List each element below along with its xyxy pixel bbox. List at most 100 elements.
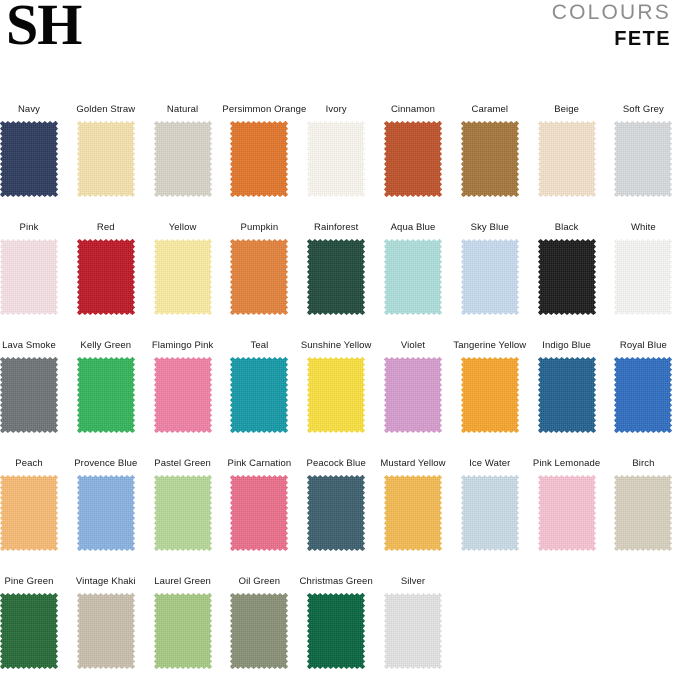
colour-swatch-chip[interactable] xyxy=(230,121,289,197)
colour-swatch-chip[interactable] xyxy=(230,357,289,433)
colour-swatch[interactable]: Pumpkin xyxy=(222,222,296,315)
colour-swatch-chip[interactable] xyxy=(76,357,135,433)
colour-swatch[interactable]: Golden Straw xyxy=(69,104,143,197)
fabric-texture-overlay xyxy=(460,239,519,315)
colour-swatch-chip[interactable] xyxy=(307,239,366,315)
colour-swatch-chip[interactable] xyxy=(537,121,596,197)
colour-swatch[interactable]: Flamingo Pink xyxy=(146,340,220,433)
colour-swatch-chip[interactable] xyxy=(153,475,212,551)
colour-swatch[interactable]: Pastel Green xyxy=(146,458,220,551)
colour-swatch-label: Birch xyxy=(632,458,655,469)
colour-swatch-chip[interactable] xyxy=(614,357,673,433)
colour-swatch-chip[interactable] xyxy=(76,239,135,315)
colour-swatch[interactable]: Peacock Blue xyxy=(299,458,373,551)
colour-swatch-chip[interactable] xyxy=(230,593,289,669)
colour-swatch[interactable]: Red xyxy=(69,222,143,315)
colour-swatch[interactable]: Black xyxy=(530,222,604,315)
colour-swatch-label: Rainforest xyxy=(314,222,359,233)
colour-swatch-label: Golden Straw xyxy=(76,104,136,115)
colour-swatch[interactable]: Rainforest xyxy=(299,222,373,315)
colour-swatch-chip[interactable] xyxy=(614,239,673,315)
colour-swatch-label: Aqua Blue xyxy=(390,222,436,233)
colour-swatch[interactable]: Violet xyxy=(376,340,450,433)
colour-swatch-chip[interactable] xyxy=(0,475,58,551)
colour-swatch[interactable]: Kelly Green xyxy=(69,340,143,433)
colour-swatch-chip[interactable] xyxy=(537,475,596,551)
colour-swatch[interactable]: Vintage Khaki xyxy=(69,576,143,669)
colour-swatch-chip[interactable] xyxy=(384,475,442,551)
colour-swatch[interactable]: Ivory xyxy=(299,104,373,197)
colour-swatch-chip[interactable] xyxy=(384,593,442,669)
colour-swatch[interactable]: White xyxy=(606,222,679,315)
colour-swatch[interactable]: Laurel Green xyxy=(146,576,220,669)
colour-swatch[interactable]: Lava Smoke xyxy=(0,340,66,433)
colour-swatch[interactable]: Aqua Blue xyxy=(376,222,450,315)
colour-swatch[interactable]: Caramel xyxy=(453,104,527,197)
colour-swatch[interactable]: Pink Carnation xyxy=(222,458,296,551)
colour-swatch-grid: Navy Golden Straw Natural Persimmon Orange I… xyxy=(0,104,679,694)
colour-swatch[interactable]: Natural xyxy=(146,104,220,197)
colour-swatch-label: Pink Lemonade xyxy=(532,458,601,469)
colour-swatch-chip[interactable] xyxy=(460,239,519,315)
colour-swatch-chip[interactable] xyxy=(460,475,519,551)
colour-swatch[interactable]: Pink xyxy=(0,222,66,315)
colour-swatch[interactable]: Sunshine Yellow xyxy=(299,340,373,433)
colour-swatch-label: Caramel xyxy=(471,104,509,115)
colour-swatch-chip[interactable] xyxy=(384,357,442,433)
colour-swatch[interactable]: Mustard Yellow xyxy=(376,458,450,551)
colour-swatch[interactable]: Peach xyxy=(0,458,66,551)
colour-swatch-chip[interactable] xyxy=(384,121,442,197)
colour-swatch[interactable]: Teal xyxy=(222,340,296,433)
colour-swatch-chip[interactable] xyxy=(230,475,289,551)
colour-swatch-label: Pink xyxy=(19,222,39,233)
colour-swatch-chip[interactable] xyxy=(614,121,673,197)
colour-swatch-chip[interactable] xyxy=(307,121,366,197)
fabric-texture-overlay xyxy=(537,239,596,315)
colour-swatch[interactable]: Yellow xyxy=(146,222,220,315)
colour-swatch-chip[interactable] xyxy=(537,239,596,315)
swatch-row: Pine Green Vintage Khaki Laurel Green Oil G… xyxy=(0,576,679,694)
colour-swatch-chip[interactable] xyxy=(614,475,673,551)
colour-swatch[interactable]: Persimmon Orange xyxy=(222,104,306,197)
colour-swatch-chip[interactable] xyxy=(76,475,135,551)
colour-swatch-chip[interactable] xyxy=(537,357,596,433)
colour-swatch-chip[interactable] xyxy=(384,239,442,315)
colour-swatch[interactable]: Pine Green xyxy=(0,576,66,669)
fabric-texture-overlay xyxy=(76,239,135,315)
colour-swatch[interactable]: Cinnamon xyxy=(376,104,450,197)
colour-swatch-chip[interactable] xyxy=(307,593,366,669)
colour-swatch-chip[interactable] xyxy=(0,239,58,315)
colour-swatch[interactable]: Christmas Green xyxy=(299,576,373,669)
colour-swatch-label: Cinnamon xyxy=(390,104,436,115)
colour-swatch-label: Yellow xyxy=(168,222,197,233)
colour-swatch[interactable]: Oil Green xyxy=(222,576,296,669)
colour-swatch[interactable]: Pink Lemonade xyxy=(530,458,604,551)
colour-swatch[interactable]: Beige xyxy=(530,104,604,197)
colour-swatch[interactable]: Soft Grey xyxy=(606,104,679,197)
colour-swatch-chip[interactable] xyxy=(76,593,135,669)
colour-swatch-chip[interactable] xyxy=(0,357,58,433)
colour-swatch-chip[interactable] xyxy=(0,121,58,197)
colour-swatch[interactable]: Silver xyxy=(376,576,450,669)
colour-swatch[interactable]: Provence Blue xyxy=(69,458,143,551)
colour-swatch-chip[interactable] xyxy=(0,593,58,669)
colour-swatch[interactable]: Sky Blue xyxy=(453,222,527,315)
colour-swatch[interactable]: Birch xyxy=(606,458,679,551)
colour-swatch-chip[interactable] xyxy=(153,357,212,433)
colour-swatch-chip[interactable] xyxy=(76,121,135,197)
colour-swatch-label: Pink Carnation xyxy=(227,458,292,469)
colour-swatch-chip[interactable] xyxy=(307,357,366,433)
colour-swatch[interactable]: Ice Water xyxy=(453,458,527,551)
colour-swatch-chip[interactable] xyxy=(230,239,289,315)
colour-swatch[interactable]: Tangerine Yellow xyxy=(453,340,527,433)
colour-swatch-chip[interactable] xyxy=(153,121,212,197)
colour-swatch[interactable]: Royal Blue xyxy=(606,340,679,433)
colour-swatch-chip[interactable] xyxy=(307,475,366,551)
colour-swatch[interactable]: Indigo Blue xyxy=(530,340,604,433)
colour-swatch-chip[interactable] xyxy=(460,121,519,197)
colour-swatch-chip[interactable] xyxy=(153,239,212,315)
colour-swatch-chip[interactable] xyxy=(460,357,519,433)
colour-swatch-chip[interactable] xyxy=(153,593,212,669)
colour-swatch[interactable]: Navy xyxy=(0,104,66,197)
fabric-texture-overlay xyxy=(537,121,596,197)
